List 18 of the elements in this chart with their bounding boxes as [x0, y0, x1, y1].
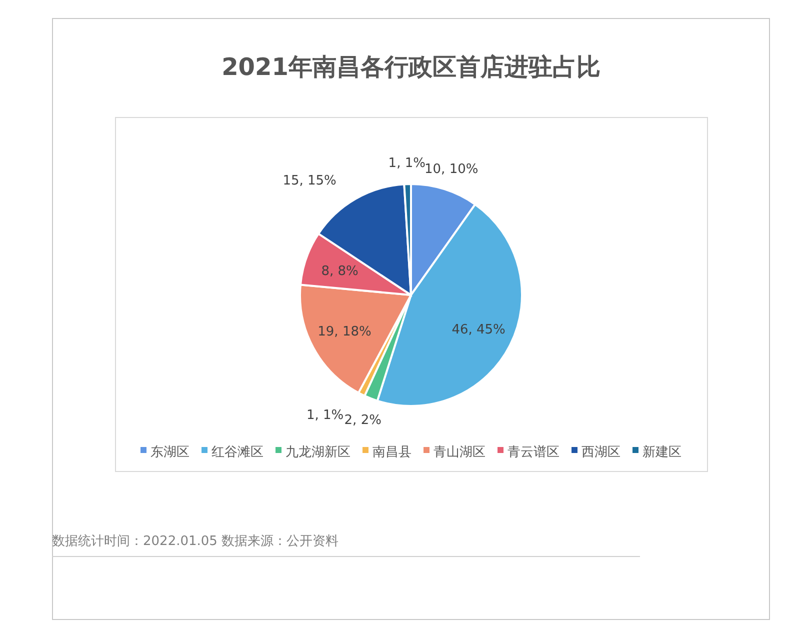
legend-label: 红谷滩区 [212, 445, 264, 460]
data-label: 8, 8% [321, 264, 358, 279]
data-label: 10, 10% [424, 162, 478, 178]
legend-label: 新建区 [642, 445, 682, 460]
data-label: 1, 1% [306, 408, 344, 424]
data-label: 19, 18% [318, 324, 372, 340]
data-label: 2, 2% [344, 413, 382, 428]
data-label: 1, 1% [388, 156, 426, 171]
legend-label: 九龙湖新区 [286, 445, 350, 460]
data-label: 46, 45% [452, 322, 506, 338]
legend-label: 东湖区 [150, 445, 190, 460]
legend-label: 青云谱区 [508, 445, 560, 460]
legend-label: 西湖区 [582, 445, 620, 460]
legend-label: 青山湖区 [434, 445, 486, 460]
chart-title: 2021年南昌各行政区首店进驻占比 [222, 53, 600, 81]
data-label: 15, 15% [282, 174, 336, 189]
text: 数据统计时间：2022.01.05 数据来源：公开资料 [52, 534, 339, 549]
legend-label: 南昌县 [372, 445, 412, 460]
